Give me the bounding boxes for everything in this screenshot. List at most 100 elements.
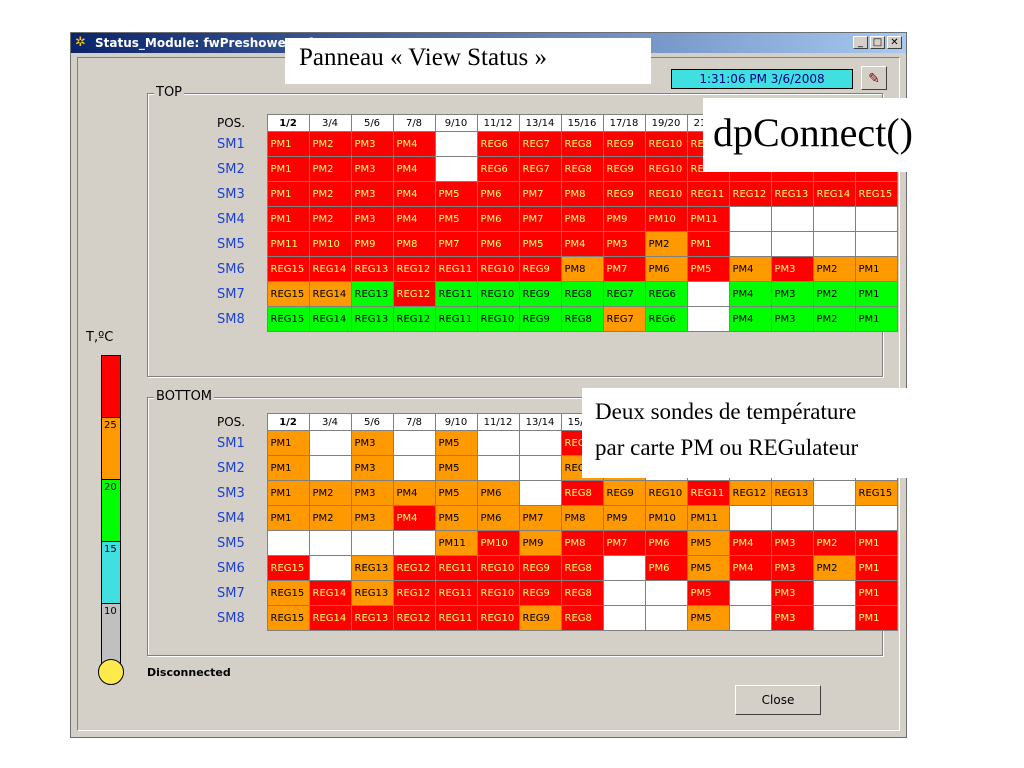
status-cell[interactable]: PM4 xyxy=(392,505,436,531)
status-cell[interactable]: REG15 xyxy=(266,555,310,581)
status-cell[interactable]: REG10 xyxy=(644,480,688,506)
status-cell[interactable]: REG12 xyxy=(392,306,436,332)
status-cell[interactable]: PM4 xyxy=(392,206,436,232)
status-cell[interactable]: PM5 xyxy=(434,181,478,207)
status-cell[interactable]: PM1 xyxy=(854,256,898,282)
status-cell[interactable]: REG9 xyxy=(518,555,562,581)
status-cell[interactable]: REG13 xyxy=(350,306,394,332)
status-cell[interactable]: REG11 xyxy=(686,480,730,506)
status-cell[interactable]: PM5 xyxy=(434,480,478,506)
book-icon[interactable]: ✎ xyxy=(861,66,887,90)
status-cell[interactable]: REG8 xyxy=(560,156,604,182)
status-cell[interactable] xyxy=(308,555,352,581)
status-cell[interactable]: PM7 xyxy=(602,256,646,282)
status-cell[interactable]: REG9 xyxy=(602,480,646,506)
status-cell[interactable]: PM4 xyxy=(728,306,772,332)
status-cell[interactable]: REG7 xyxy=(518,131,562,157)
status-cell[interactable]: REG12 xyxy=(728,480,772,506)
status-cell[interactable]: PM6 xyxy=(644,530,688,556)
status-cell[interactable]: REG13 xyxy=(350,555,394,581)
status-cell[interactable]: PM6 xyxy=(476,181,520,207)
status-cell[interactable]: REG15 xyxy=(854,480,898,506)
status-cell[interactable]: PM1 xyxy=(266,430,310,456)
status-cell[interactable]: REG8 xyxy=(560,480,604,506)
status-cell[interactable]: REG10 xyxy=(476,256,520,282)
status-cell[interactable] xyxy=(812,505,856,531)
status-cell[interactable] xyxy=(812,206,856,232)
status-cell[interactable]: REG9 xyxy=(518,605,562,631)
status-cell[interactable]: REG10 xyxy=(644,156,688,182)
status-cell[interactable]: REG8 xyxy=(560,131,604,157)
status-cell[interactable] xyxy=(392,430,436,456)
status-cell[interactable]: PM11 xyxy=(434,530,478,556)
status-cell[interactable]: PM1 xyxy=(266,206,310,232)
status-cell[interactable]: PM11 xyxy=(266,231,310,257)
status-cell[interactable]: PM3 xyxy=(350,206,394,232)
status-cell[interactable] xyxy=(434,131,478,157)
status-cell[interactable]: PM2 xyxy=(308,181,352,207)
status-cell[interactable]: PM1 xyxy=(266,455,310,481)
close-button[interactable]: Close xyxy=(735,685,821,715)
status-cell[interactable] xyxy=(728,231,772,257)
status-cell[interactable]: PM5 xyxy=(434,505,478,531)
status-cell[interactable] xyxy=(812,480,856,506)
status-cell[interactable]: PM9 xyxy=(350,231,394,257)
status-cell[interactable]: PM4 xyxy=(392,181,436,207)
status-cell[interactable]: PM7 xyxy=(518,505,562,531)
status-cell[interactable]: REG14 xyxy=(308,605,352,631)
status-cell[interactable]: PM5 xyxy=(518,231,562,257)
status-cell[interactable]: PM4 xyxy=(728,281,772,307)
status-cell[interactable]: PM1 xyxy=(266,131,310,157)
status-cell[interactable] xyxy=(854,231,898,257)
status-cell[interactable]: REG11 xyxy=(434,281,478,307)
status-cell[interactable]: PM6 xyxy=(476,231,520,257)
status-cell[interactable]: PM5 xyxy=(434,455,478,481)
status-cell[interactable]: REG15 xyxy=(266,306,310,332)
status-cell[interactable]: REG10 xyxy=(476,555,520,581)
status-cell[interactable]: REG15 xyxy=(266,605,310,631)
status-cell[interactable]: PM8 xyxy=(560,530,604,556)
status-cell[interactable]: PM1 xyxy=(266,181,310,207)
status-cell[interactable]: REG14 xyxy=(308,306,352,332)
status-cell[interactable]: PM3 xyxy=(770,605,814,631)
status-cell[interactable]: PM3 xyxy=(770,555,814,581)
status-cell[interactable]: PM9 xyxy=(602,505,646,531)
status-cell[interactable]: PM1 xyxy=(266,480,310,506)
status-cell[interactable]: PM11 xyxy=(686,505,730,531)
status-cell[interactable]: REG6 xyxy=(476,131,520,157)
status-cell[interactable]: PM8 xyxy=(560,181,604,207)
status-cell[interactable]: PM4 xyxy=(728,555,772,581)
status-cell[interactable]: REG12 xyxy=(392,555,436,581)
status-cell[interactable]: PM3 xyxy=(350,131,394,157)
status-cell[interactable] xyxy=(518,455,562,481)
status-cell[interactable] xyxy=(854,206,898,232)
status-cell[interactable]: PM5 xyxy=(434,206,478,232)
status-cell[interactable]: REG7 xyxy=(602,281,646,307)
status-cell[interactable] xyxy=(728,605,772,631)
status-cell[interactable]: REG9 xyxy=(518,580,562,606)
status-cell[interactable]: PM3 xyxy=(602,231,646,257)
status-cell[interactable]: PM4 xyxy=(392,131,436,157)
status-cell[interactable]: REG11 xyxy=(686,181,730,207)
status-cell[interactable]: REG15 xyxy=(266,281,310,307)
status-cell[interactable] xyxy=(518,480,562,506)
status-cell[interactable]: REG10 xyxy=(476,580,520,606)
status-cell[interactable] xyxy=(392,530,436,556)
status-cell[interactable]: PM2 xyxy=(308,156,352,182)
status-cell[interactable]: PM6 xyxy=(644,555,688,581)
status-cell[interactable] xyxy=(602,580,646,606)
status-cell[interactable]: PM9 xyxy=(518,530,562,556)
status-cell[interactable]: REG11 xyxy=(434,256,478,282)
status-cell[interactable] xyxy=(644,580,688,606)
status-cell[interactable]: PM7 xyxy=(518,181,562,207)
status-cell[interactable]: REG6 xyxy=(644,281,688,307)
status-cell[interactable] xyxy=(476,430,520,456)
status-cell[interactable]: REG9 xyxy=(518,256,562,282)
status-cell[interactable]: PM5 xyxy=(686,530,730,556)
status-cell[interactable] xyxy=(812,605,856,631)
status-cell[interactable]: PM4 xyxy=(728,256,772,282)
status-cell[interactable]: REG7 xyxy=(602,306,646,332)
status-cell[interactable]: PM4 xyxy=(560,231,604,257)
status-cell[interactable]: REG12 xyxy=(392,281,436,307)
status-cell[interactable]: REG13 xyxy=(770,181,814,207)
